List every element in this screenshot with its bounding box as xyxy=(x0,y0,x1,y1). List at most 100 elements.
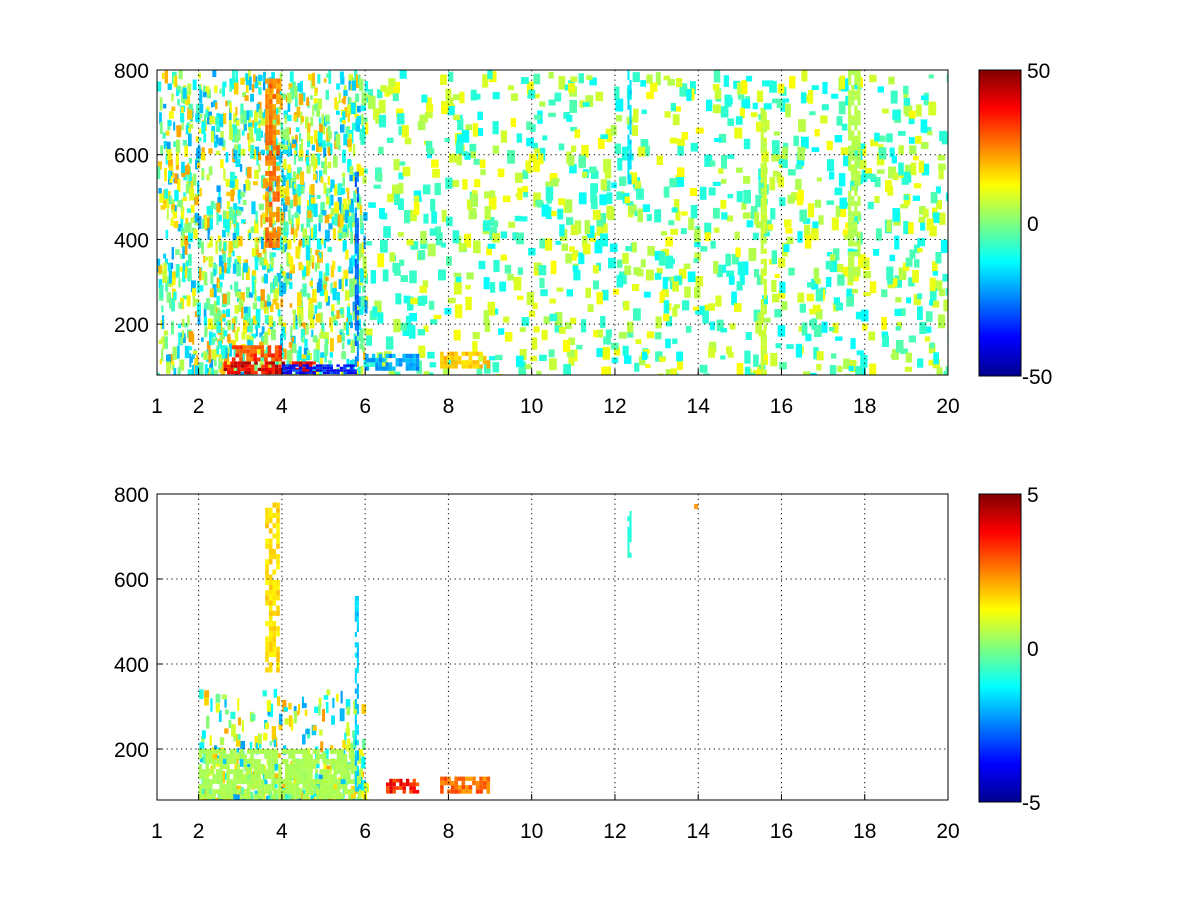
heatmap-cell xyxy=(207,227,210,240)
heatmap-cell xyxy=(387,193,394,203)
heatmap-feature-cell xyxy=(278,364,282,368)
heatmap-feature-cell xyxy=(333,749,337,754)
heatmap-cell xyxy=(316,139,319,152)
heatmap-feature-cell xyxy=(461,789,466,794)
heatmap-cell xyxy=(295,314,298,324)
heatmap-cell xyxy=(446,97,454,104)
heatmap-feature-cell xyxy=(412,778,416,783)
heatmap-cell xyxy=(592,209,601,220)
heatmap-cell xyxy=(168,195,172,205)
heatmap-feature-cell xyxy=(356,222,359,228)
heatmap-feature-cell xyxy=(247,789,251,795)
heatmap-cell xyxy=(869,363,877,375)
heatmap-feature-cell xyxy=(454,355,458,361)
heatmap-feature-cell xyxy=(268,181,273,187)
heatmap-cell xyxy=(265,307,269,314)
heatmap-cell xyxy=(332,228,336,240)
heatmap-cell xyxy=(660,231,668,236)
heatmap-cell xyxy=(756,275,763,286)
heatmap-cell xyxy=(216,202,221,213)
heatmap-cell xyxy=(774,309,782,318)
heatmap-feature-cell xyxy=(272,590,277,596)
heatmap-cell xyxy=(758,329,767,337)
heatmap-feature-cell xyxy=(402,782,406,787)
heatmap-cell xyxy=(278,207,282,213)
heatmap-feature-cell xyxy=(356,243,359,249)
heatmap-feature-cell xyxy=(851,100,855,106)
heatmap-feature-cell xyxy=(285,369,289,372)
heatmap-cell xyxy=(587,304,594,312)
heatmap-feature-cell xyxy=(264,371,268,375)
heatmap-feature-cell xyxy=(229,749,234,754)
heatmap-cell xyxy=(326,689,331,696)
heatmap-cell xyxy=(234,128,239,143)
heatmap-cell xyxy=(360,295,366,310)
heatmap-cell xyxy=(235,179,239,190)
heatmap-cell xyxy=(309,135,314,145)
heatmap-feature-cell xyxy=(848,231,852,237)
heatmap-cell xyxy=(389,252,396,262)
heatmap-cell xyxy=(310,197,316,204)
bottom-axes-frame xyxy=(156,493,949,801)
heatmap-feature-cell xyxy=(265,657,269,663)
heatmap-cell xyxy=(440,74,447,85)
heatmap-feature-cell xyxy=(760,127,764,133)
heatmap-cell xyxy=(940,239,948,253)
heatmap-feature-cell xyxy=(236,779,241,785)
heatmap-feature-cell xyxy=(276,584,280,591)
heatmap-cell xyxy=(628,204,637,215)
heatmap-feature-cell xyxy=(305,774,310,780)
heatmap-cell xyxy=(294,143,298,157)
heatmap-cell xyxy=(821,104,829,111)
heatmap-cell xyxy=(754,269,760,278)
heatmap-cell xyxy=(333,155,338,168)
heatmap-cell xyxy=(362,738,366,750)
heatmap-cell xyxy=(170,218,174,227)
heatmap-cell xyxy=(280,334,284,348)
heatmap-cell xyxy=(298,262,303,271)
heatmap-feature-cell xyxy=(848,70,852,75)
heatmap-feature-cell xyxy=(305,749,310,754)
heatmap-cell xyxy=(224,353,229,365)
heatmap-cell xyxy=(605,128,613,142)
heatmap-feature-cell xyxy=(278,779,282,785)
heatmap-feature-cell xyxy=(354,781,357,787)
heatmap-feature-cell xyxy=(356,601,359,607)
heatmap-cell xyxy=(327,125,331,135)
heatmap-feature-cell xyxy=(268,559,273,565)
heatmap-feature-cell xyxy=(276,150,280,156)
heatmap-cell xyxy=(619,176,627,186)
heatmap-feature-cell xyxy=(354,264,357,270)
heatmap-cell xyxy=(200,786,205,795)
heatmap-cell xyxy=(797,231,803,243)
heatmap-cell xyxy=(615,98,624,112)
heatmap-cell xyxy=(694,229,701,243)
heatmap-cell xyxy=(197,154,201,165)
heatmap-feature-cell xyxy=(357,769,361,775)
heatmap-cell xyxy=(521,317,530,326)
heatmap-cell xyxy=(636,188,644,200)
heatmap-feature-cell xyxy=(857,271,861,277)
heatmap-feature-cell xyxy=(356,197,359,203)
heatmap-feature-cell xyxy=(627,99,630,105)
heatmap-cell xyxy=(220,345,226,359)
heatmap-cell xyxy=(471,211,477,218)
heatmap-cell xyxy=(210,130,215,143)
heatmap-cell xyxy=(171,247,174,260)
heatmap-feature-cell xyxy=(354,764,358,769)
heatmap-cell xyxy=(238,206,244,212)
heatmap-cell xyxy=(682,300,690,311)
heatmap-cell xyxy=(772,170,779,177)
heatmap-cell xyxy=(627,328,634,338)
heatmap-feature-cell xyxy=(272,93,277,99)
heatmap-cell xyxy=(275,794,278,800)
heatmap-cell xyxy=(351,213,356,226)
heatmap-feature-cell xyxy=(242,349,247,354)
heatmap-cell xyxy=(212,70,217,77)
heatmap-cell xyxy=(361,756,366,769)
heatmap-cell xyxy=(232,124,238,135)
heatmap-feature-cell xyxy=(281,366,286,370)
heatmap-cell xyxy=(573,269,581,281)
heatmap-cell xyxy=(913,183,922,189)
heatmap-feature-cell xyxy=(260,345,265,350)
